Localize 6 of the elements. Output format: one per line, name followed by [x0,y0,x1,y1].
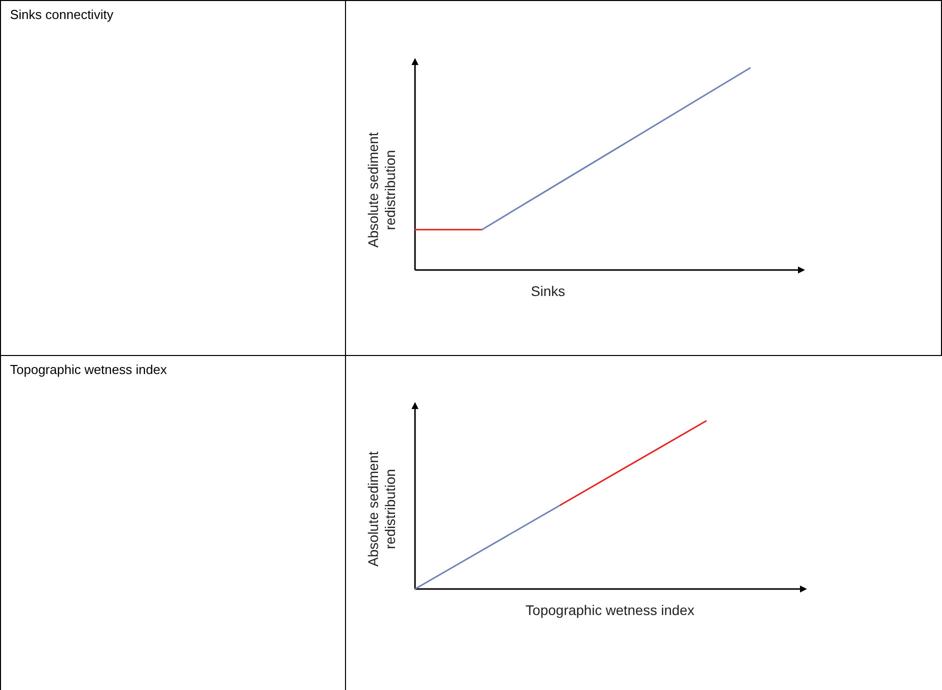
x-axis-title: Sinks [530,283,566,299]
y-axis-title: Absolute sediment redistribution [365,450,399,569]
x-axis-title: Topographic wetness index [526,602,694,618]
text: Sinks connectivity [10,7,114,22]
text: Topographic wetness index [10,362,168,377]
y-axis-title: Absolute sediment redistribution [365,131,399,250]
